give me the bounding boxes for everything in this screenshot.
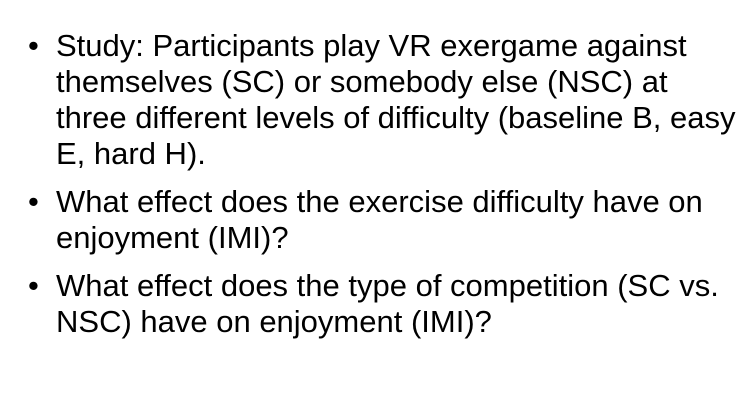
bullet-marker: • (28, 28, 39, 63)
bullet-item-study: • Study: Participants play VR exergame a… (28, 28, 740, 172)
bullet-text: What effect does the exercise difficulty… (56, 184, 703, 255)
bullet-marker: • (28, 268, 39, 303)
bullet-text: Study: Participants play VR exergame aga… (56, 28, 736, 171)
bullet-text: What effect does the type of competition… (56, 268, 719, 339)
bullet-item-competition-question: • What effect does the type of competiti… (28, 268, 740, 340)
bullet-item-difficulty-question: • What effect does the exercise difficul… (28, 184, 740, 256)
bullet-marker: • (28, 184, 39, 219)
bullet-list: • Study: Participants play VR exergame a… (28, 28, 740, 352)
